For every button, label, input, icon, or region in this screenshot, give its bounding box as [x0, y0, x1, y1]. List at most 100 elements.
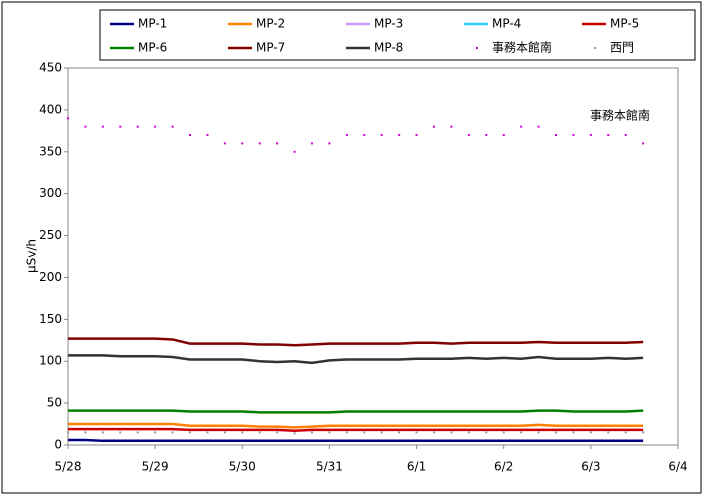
series-dot [258, 431, 261, 434]
series-dot [67, 117, 69, 120]
series-dot [276, 431, 279, 434]
series-dot [206, 134, 209, 137]
plot-area [67, 67, 679, 446]
series-dot [624, 431, 627, 434]
series-dot [241, 142, 244, 145]
series-dot [345, 134, 348, 137]
series-dot [537, 125, 540, 128]
series-dot [380, 431, 383, 434]
legend-box [99, 9, 696, 61]
x-tick-label: 5/29 [142, 460, 169, 474]
x-tick-label: 6/1 [407, 460, 426, 474]
series-dot [607, 431, 610, 434]
legend-marker [594, 47, 596, 49]
x-tick-label: 6/2 [494, 460, 513, 474]
y-axis-label: μSv/h [25, 239, 39, 273]
series-dot [293, 432, 296, 435]
legend-label: MP-4 [492, 17, 521, 31]
series-dot [345, 431, 348, 434]
y-tick-label: 400 [39, 102, 62, 116]
series-dot [119, 431, 122, 434]
legend-label: MP-2 [256, 17, 285, 31]
series-dot [485, 431, 488, 434]
series-dot [328, 431, 331, 434]
series-dot [450, 125, 453, 128]
series-dot [502, 134, 505, 137]
series-dot [450, 431, 453, 434]
series-line [68, 438, 644, 443]
legend-label: MP-1 [138, 17, 167, 31]
legend-label: 事務本館南 [492, 40, 552, 55]
series-dot [154, 125, 157, 128]
series-dot [537, 431, 540, 434]
series-dot [555, 134, 557, 137]
series-dot [241, 431, 244, 434]
series-dot [607, 134, 610, 137]
y-tick-label: 150 [39, 312, 62, 326]
series-dot [154, 431, 157, 434]
series-dot [311, 142, 313, 145]
series-dot [485, 134, 488, 137]
series-dot [84, 125, 87, 128]
series-line [68, 337, 644, 347]
series-dot [398, 134, 401, 137]
series-dot [189, 134, 191, 137]
series-dot [415, 134, 418, 137]
annotation: 事務本館南 [590, 108, 650, 123]
series-dot [589, 431, 592, 434]
series-dot [502, 431, 505, 434]
series-dot [136, 431, 139, 434]
series-dot [398, 431, 401, 434]
series-dot [520, 431, 523, 434]
legend-label: MP-3 [374, 17, 403, 31]
series-dot [258, 142, 261, 145]
series-dot [642, 142, 645, 145]
x-tick-label: 5/31 [316, 460, 343, 474]
series-dot [363, 431, 366, 434]
series-dot [101, 125, 104, 128]
series-dot [555, 431, 557, 434]
series-dot [171, 431, 174, 434]
series-dot [136, 125, 139, 128]
series-dot [171, 125, 174, 128]
legend-label: 西門 [610, 41, 634, 55]
series-dot [380, 134, 383, 137]
x-tick-label: 6/3 [581, 460, 600, 474]
series-dot [189, 431, 191, 434]
series-dot [624, 134, 627, 137]
legend-label: MP-7 [256, 41, 285, 55]
series-dot [572, 134, 575, 137]
legend-label: MP-6 [138, 41, 167, 55]
series-dot [642, 431, 645, 434]
series-dot [206, 431, 209, 434]
series-line [68, 409, 644, 414]
legend-label: MP-5 [610, 17, 639, 31]
series-dot [293, 150, 296, 153]
series-dot [223, 142, 226, 145]
legend-marker [476, 47, 478, 49]
y-tick-label: 300 [39, 186, 62, 200]
series-dot [311, 431, 313, 434]
y-tick-label: 100 [39, 354, 62, 368]
series-dot [520, 125, 523, 128]
x-tick-label: 6/4 [668, 460, 687, 474]
y-tick-label: 50 [47, 396, 62, 410]
series-dot [119, 125, 122, 128]
series-dot [101, 431, 104, 434]
series-dot [589, 134, 592, 137]
y-tick-label: 450 [39, 61, 62, 75]
series-line [68, 422, 644, 429]
series-dot [415, 431, 418, 434]
series-line [68, 427, 644, 433]
series-dot [433, 125, 435, 128]
series-dot [467, 134, 470, 137]
legend-label: MP-8 [374, 41, 403, 55]
x-tick-label: 5/28 [55, 460, 82, 474]
series-dot [363, 134, 366, 137]
series-dot [467, 431, 470, 434]
y-tick-label: 200 [39, 270, 62, 284]
series-dot [433, 431, 435, 434]
series-dot [328, 142, 331, 145]
y-tick-label: 350 [39, 144, 62, 158]
